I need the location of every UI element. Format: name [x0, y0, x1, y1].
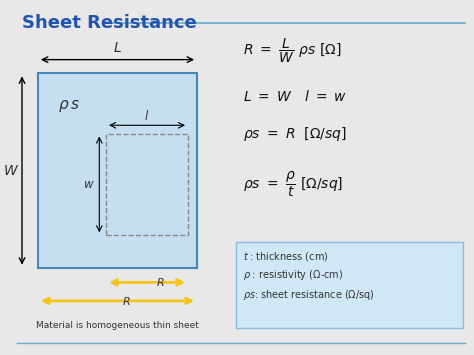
Text: $t\;$: thickness (cm): $t\;$: thickness (cm) — [243, 250, 328, 263]
Text: $L$: $L$ — [113, 41, 122, 55]
Text: $\rho\, s$: $\rho\, s$ — [58, 98, 80, 114]
Text: $R$: $R$ — [122, 295, 131, 307]
Text: $\rho s\ =\ R\ \ [\Omega / sq]$: $\rho s\ =\ R\ \ [\Omega / sq]$ — [243, 125, 346, 143]
Text: $R\ =\ \dfrac{L}{W}\ \rho s\ [\Omega]$: $R\ =\ \dfrac{L}{W}\ \rho s\ [\Omega]$ — [243, 36, 341, 65]
Text: $w$: $w$ — [83, 178, 95, 191]
Text: Material is homogeneous thin sheet: Material is homogeneous thin sheet — [36, 321, 199, 330]
Text: $\rho\;$: resistivity ($\Omega$-cm): $\rho\;$: resistivity ($\Omega$-cm) — [243, 268, 343, 283]
Text: $\rho s\ =\ \dfrac{\rho}{t}\ [\Omega / sq]$: $\rho s\ =\ \dfrac{\rho}{t}\ [\Omega / s… — [243, 170, 343, 199]
Text: Sheet Resistance: Sheet Resistance — [22, 13, 197, 32]
Text: $\rho s$: sheet resistance ($\Omega$/sq): $\rho s$: sheet resistance ($\Omega$/sq) — [243, 288, 374, 302]
Text: $l$: $l$ — [145, 109, 150, 123]
Text: $W$: $W$ — [3, 164, 19, 178]
Bar — [38, 73, 197, 268]
Bar — [236, 242, 463, 328]
Text: $L\ =\ W \quad l\ =\ w$: $L\ =\ W \quad l\ =\ w$ — [243, 89, 347, 104]
Text: $R$: $R$ — [156, 277, 165, 288]
Bar — [106, 133, 188, 235]
